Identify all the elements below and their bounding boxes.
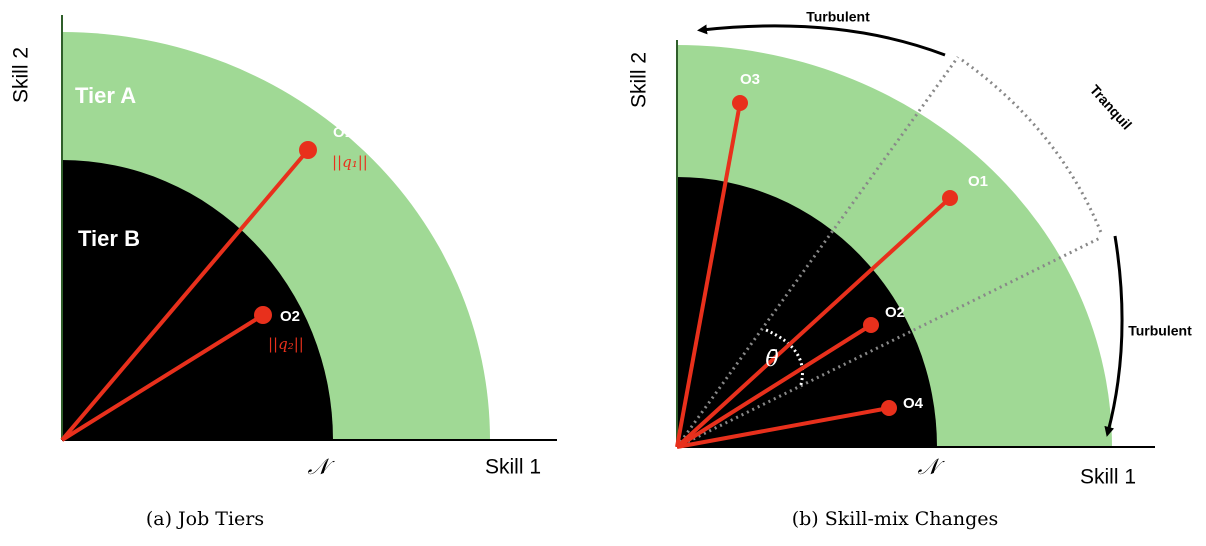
point-label: O3 — [740, 71, 760, 88]
boundary-ray — [676, 236, 1101, 449]
point — [942, 190, 958, 206]
turbulent-arrow — [1104, 235, 1124, 437]
point — [881, 400, 897, 416]
boundary-ray — [675, 56, 960, 448]
point — [732, 95, 748, 111]
region-label: Tier A — [75, 83, 136, 108]
point — [299, 141, 317, 159]
tier-b-region — [62, 160, 333, 440]
origin-label: 𝒩 — [307, 455, 335, 480]
point-label: O2 — [280, 308, 300, 325]
point — [863, 317, 879, 333]
vector — [675, 102, 742, 448]
panel-b: O3 O1 O2 O4 θ̄ Turbulent Tranquil Turbul… — [628, 9, 1193, 530]
vector — [675, 323, 873, 449]
point-label: O2 — [885, 304, 905, 321]
arc-label: Turbulent — [806, 9, 870, 25]
region-label: Tier B — [78, 226, 140, 251]
point-label: O1 — [968, 173, 988, 190]
y-axis-label: Skill 2 — [10, 47, 33, 103]
caption: (b) Skill-mix Changes — [792, 508, 999, 530]
vector — [60, 148, 310, 442]
panel-a: Tier A Tier B O1 ||q₁|| O2 ||q₂|| Skill … — [10, 15, 557, 530]
norm-label: ||q₂|| — [268, 335, 304, 353]
turbulent-arrow — [697, 24, 946, 57]
origin-label: 𝒩 — [917, 455, 945, 480]
angle-arc — [765, 328, 804, 389]
caption: (a) Job Tiers — [146, 508, 264, 530]
angle-label: θ̄ — [765, 347, 778, 372]
vector — [675, 196, 952, 449]
point-label: O1 — [333, 124, 353, 141]
arc-label: Turbulent — [1128, 323, 1192, 339]
vector — [60, 313, 265, 442]
vector — [676, 406, 890, 449]
point-label: O4 — [903, 395, 924, 412]
norm-label: ||q₁|| — [332, 153, 368, 171]
tranquil-arc — [961, 58, 1104, 236]
y-axis-label: Skill 2 — [628, 52, 651, 108]
point — [254, 306, 272, 324]
x-axis-label: Skill 1 — [1080, 466, 1136, 489]
x-axis-label: Skill 1 — [485, 456, 541, 479]
inner-region — [677, 177, 937, 447]
arc-label: Tranquil — [1087, 82, 1135, 133]
